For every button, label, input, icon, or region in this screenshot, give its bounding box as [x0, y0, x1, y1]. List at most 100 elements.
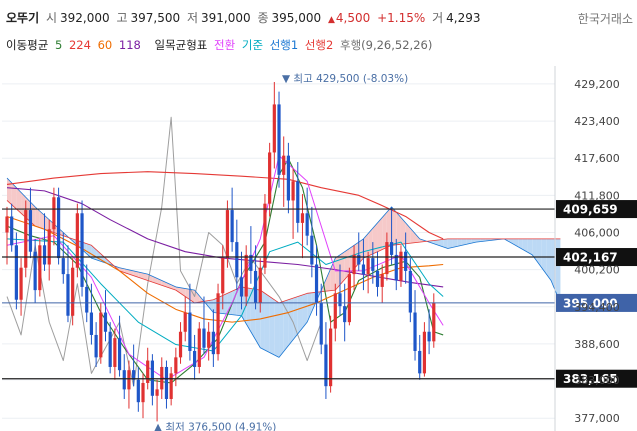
candle-body [258, 267, 262, 303]
candle-body [146, 360, 150, 383]
change-amount: 4,500 [335, 11, 371, 25]
candle-body [263, 203, 267, 268]
candle-body [202, 328, 206, 348]
candle-body [38, 245, 42, 291]
cloud-segment [546, 238, 552, 281]
candle-body [132, 370, 136, 380]
candle-body [183, 312, 187, 332]
low-label: 저 [186, 11, 198, 25]
candle-body [333, 293, 337, 329]
candle-body [291, 181, 295, 201]
cloud-segment [443, 238, 448, 249]
price-lines: 409,659 402,167 383,165 395,000 [2, 200, 637, 388]
price-line-label: 409,659 [563, 203, 618, 217]
extreme-markers: ▼ 최고 429,500 (-8.03%) ▲ 최저 376,500 (4.91%… [154, 73, 408, 431]
candle-body [10, 216, 14, 246]
candle-body [127, 370, 131, 390]
candle-body [230, 210, 234, 243]
candle-body [296, 181, 300, 223]
cloud-segment [143, 273, 148, 281]
cloud-segment [461, 238, 467, 246]
candle-body [207, 331, 211, 348]
price-line-tag [556, 248, 637, 267]
candle-body [300, 213, 305, 223]
candle-body [329, 328, 333, 387]
chart-header: 오뚜기 시 392,000 고 397,500 저 391,000 종 395,000 … [0, 0, 637, 66]
candle-body [66, 274, 70, 316]
cloud-segment [269, 296, 275, 355]
cloud-segment [522, 238, 528, 253]
stock-name[interactable]: 오뚜기 [6, 11, 40, 25]
candle-body [357, 254, 361, 265]
y-axis: 429,200 423,400 417,600 411,800 406,000 400,2… [554, 66, 620, 431]
ichimoku-span2: 선행2 [304, 38, 334, 52]
candle-body [85, 286, 89, 313]
candle-body [347, 274, 351, 323]
candle-body [427, 331, 431, 342]
candle-body [47, 229, 51, 265]
ma-label[interactable]: 이동평균 [6, 38, 49, 52]
cloud-segment [452, 238, 458, 248]
candles[interactable] [5, 82, 436, 422]
change-percent: +1.15% [377, 11, 426, 25]
candle-body [394, 254, 398, 281]
candle-body [314, 264, 319, 303]
candle-body [216, 293, 220, 355]
y-tick-label: 417,600 [574, 152, 620, 165]
candle-body [408, 270, 412, 313]
cloud-segment [16, 187, 22, 214]
candle-body [413, 312, 417, 351]
candle-body [385, 242, 389, 275]
candle-body [268, 152, 272, 204]
cloud-segment [11, 182, 17, 210]
ma-period-118: 118 [118, 38, 141, 52]
candle-body [375, 270, 380, 287]
change-up-icon: ▲ [327, 15, 335, 25]
candle-body [52, 197, 56, 230]
low-price: 391,000 [201, 11, 251, 25]
y-tick-label: 377,000 [574, 412, 620, 425]
cloud-segment [302, 293, 308, 329]
candle-body [33, 251, 37, 291]
cloud-segment [368, 228, 373, 256]
cloud-segment [382, 212, 387, 250]
price-summary: 오뚜기 시 392,000 고 397,500 저 391,000 종 395,000 … [6, 9, 483, 26]
min-marker-label: ▲ 최저 376,500 (4.91%) [154, 421, 276, 431]
candle-body [197, 328, 201, 367]
candle-body [75, 213, 79, 268]
y-tick-label: 429,200 [574, 78, 620, 91]
candle-body [99, 312, 103, 358]
y-tick-label: 383,000 [574, 374, 620, 387]
ichimoku-tenkan: 전환 [214, 38, 236, 52]
candle-body [24, 210, 28, 268]
volume-value: 4,293 [446, 11, 481, 25]
close-label: 종 [257, 11, 269, 25]
span1-line [6, 177, 561, 358]
candle-body [221, 258, 225, 294]
cloud-segment [307, 292, 312, 323]
grid-lines [2, 83, 555, 419]
candlestick-chart[interactable]: 409,659 402,167 383,165 395,000 429,200 423,… [0, 66, 637, 431]
cloud-segment [508, 238, 514, 245]
cloud-segment [386, 206, 392, 248]
cloud-segment [447, 238, 453, 249]
current-price-label: 395,000 [563, 296, 618, 310]
candle-body [239, 277, 244, 297]
ichimoku-params: (9,26,52,26) [361, 38, 433, 52]
ichimoku-label[interactable]: 일목균형표 [154, 38, 208, 52]
cloud-segment [377, 217, 383, 252]
candle-body [155, 389, 159, 396]
max-marker-label: ▼ 최고 429,500 (-8.03%) [282, 73, 408, 85]
cloud-segment [339, 251, 345, 285]
cloud-segment [396, 212, 401, 245]
candle-body [113, 338, 117, 367]
price-line-tag [556, 369, 637, 388]
cloud-segment [372, 222, 378, 254]
candle-body [399, 251, 403, 281]
cloud-segment [438, 239, 444, 247]
candle-body [169, 373, 173, 399]
cloud-segment [208, 299, 214, 313]
candle-body [249, 254, 253, 271]
candle-body [286, 155, 290, 201]
candle-body [71, 267, 75, 316]
